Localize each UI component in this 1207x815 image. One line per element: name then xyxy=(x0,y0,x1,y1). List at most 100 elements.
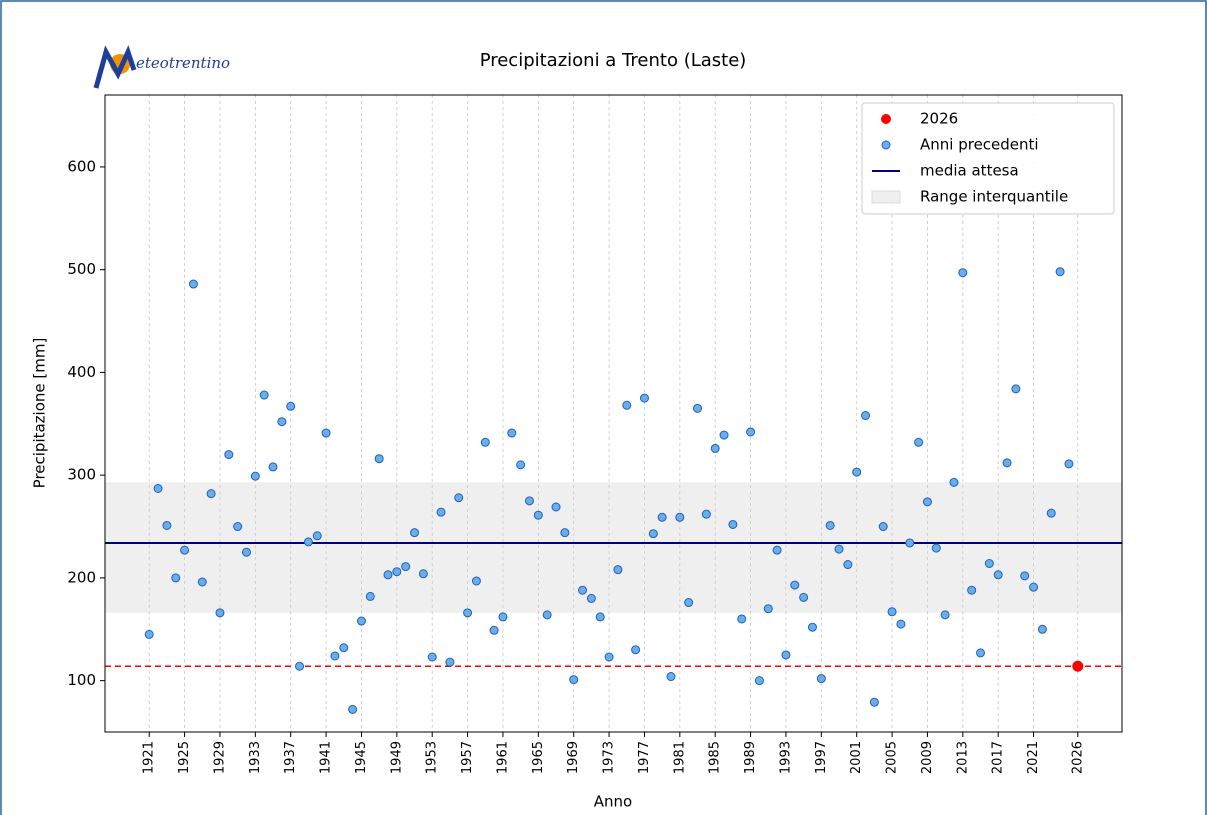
point xyxy=(728,519,738,529)
point xyxy=(180,545,190,555)
point xyxy=(1011,384,1021,394)
point xyxy=(507,428,517,438)
point xyxy=(188,279,198,289)
point xyxy=(816,674,826,684)
point xyxy=(489,625,499,635)
point xyxy=(807,622,817,632)
point xyxy=(675,512,685,522)
x-tick-label: 2009 xyxy=(920,741,935,774)
x-tick-label: 1961 xyxy=(495,741,510,774)
point xyxy=(224,450,234,460)
point xyxy=(356,616,366,626)
point xyxy=(622,400,632,410)
x-tick-label: 1981 xyxy=(672,741,687,774)
point xyxy=(560,528,570,538)
point xyxy=(657,512,667,522)
point xyxy=(746,427,756,437)
point xyxy=(578,585,588,595)
legend-label: Range interquantile xyxy=(920,188,1068,206)
point xyxy=(604,652,614,662)
point xyxy=(410,528,420,538)
x-tick-label: 1937 xyxy=(283,741,298,774)
x-tick-label: 1965 xyxy=(531,741,546,774)
point xyxy=(206,489,216,499)
point xyxy=(595,612,605,622)
point xyxy=(171,573,181,583)
point xyxy=(737,614,747,624)
point xyxy=(852,467,862,477)
point xyxy=(993,570,1003,580)
point xyxy=(754,676,764,686)
point xyxy=(843,560,853,570)
legend-marker xyxy=(881,114,891,124)
point xyxy=(790,580,800,590)
point xyxy=(799,592,809,602)
point xyxy=(445,657,455,667)
point xyxy=(241,547,251,557)
point xyxy=(1072,660,1084,672)
point xyxy=(454,493,464,503)
point xyxy=(312,531,322,541)
point xyxy=(197,577,207,587)
point xyxy=(542,610,552,620)
point xyxy=(914,437,924,447)
point xyxy=(763,604,773,614)
point xyxy=(348,704,358,714)
x-axis-label: Anno xyxy=(594,793,632,811)
logo-text: eteotrentino xyxy=(136,54,230,72)
legend-marker xyxy=(881,140,891,150)
point xyxy=(693,403,703,413)
point xyxy=(639,393,649,403)
point xyxy=(1002,458,1012,468)
x-tick-label: 1977 xyxy=(637,741,652,774)
point xyxy=(268,462,278,472)
legend-box xyxy=(861,102,1115,215)
point xyxy=(958,268,968,278)
point xyxy=(365,591,375,601)
legend-label: media attesa xyxy=(920,162,1019,180)
point xyxy=(949,477,959,487)
point xyxy=(286,401,296,411)
point xyxy=(586,593,596,603)
point xyxy=(215,608,225,618)
y-tick-label: 200 xyxy=(67,568,96,586)
point xyxy=(153,484,163,494)
point xyxy=(1064,459,1074,469)
point xyxy=(392,567,402,577)
point xyxy=(374,454,384,464)
y-tick-label: 100 xyxy=(67,671,96,689)
point xyxy=(303,537,313,547)
x-tick-label: 1949 xyxy=(389,741,404,774)
x-tick-label: 1925 xyxy=(177,741,192,774)
legend-marker xyxy=(871,190,901,204)
x-tick-label: 1953 xyxy=(425,741,440,774)
x-tick-label: 2005 xyxy=(885,741,900,774)
x-tick-label: 1921 xyxy=(142,741,157,774)
point xyxy=(250,471,260,481)
point xyxy=(418,569,428,579)
point xyxy=(834,544,844,554)
point xyxy=(719,430,729,440)
point xyxy=(1037,624,1047,634)
point xyxy=(613,565,623,575)
point xyxy=(330,651,340,661)
point xyxy=(569,675,579,685)
point xyxy=(383,570,393,580)
legend: 2026 Anni precedenti media attesa Range int… xyxy=(861,102,1115,215)
y-tick-label: 500 xyxy=(67,260,96,278)
point xyxy=(869,697,879,707)
point xyxy=(861,411,871,421)
point xyxy=(436,507,446,517)
point xyxy=(259,390,269,400)
point xyxy=(1055,267,1065,277)
x-tick-label: 1969 xyxy=(566,741,581,774)
chart-title: Precipitazioni a Trento (Laste) xyxy=(480,50,747,71)
point xyxy=(321,428,331,438)
point xyxy=(1029,582,1039,592)
legend-label: 2026 xyxy=(920,110,958,128)
point xyxy=(401,562,411,572)
point xyxy=(1020,571,1030,581)
point xyxy=(162,520,172,530)
y-axis-label: Precipitazione [mm] xyxy=(31,338,49,489)
